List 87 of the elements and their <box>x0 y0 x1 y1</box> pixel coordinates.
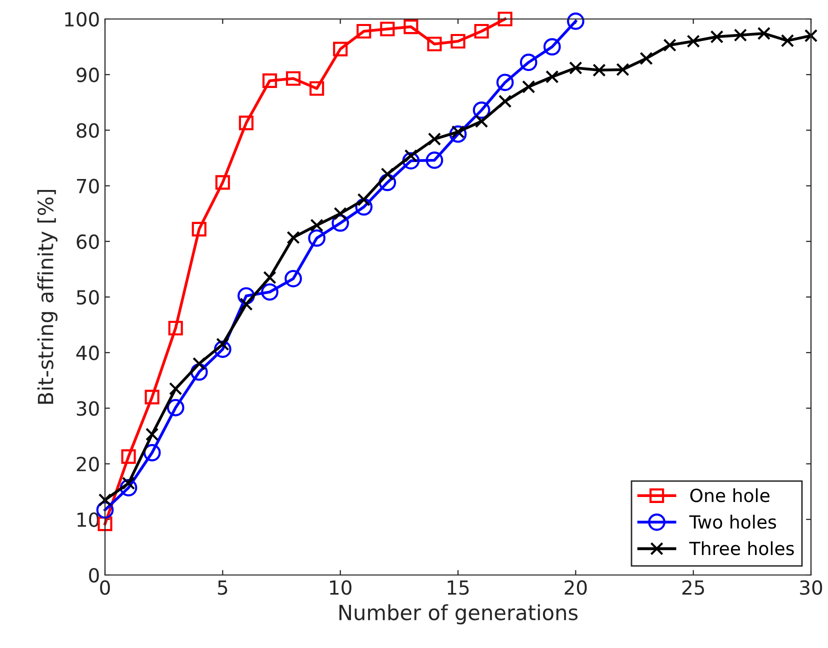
y-axis-title: Bit-string affinity [%] <box>37 190 58 404</box>
point <box>498 94 512 108</box>
point <box>166 398 184 416</box>
point <box>426 152 444 169</box>
point <box>428 132 442 146</box>
point <box>334 207 347 220</box>
point <box>686 34 700 48</box>
point <box>449 125 467 143</box>
point <box>238 287 255 305</box>
point <box>522 80 536 94</box>
point <box>238 116 254 130</box>
x-tick-label: 0 <box>100 580 110 595</box>
point <box>310 81 324 96</box>
point <box>190 363 208 381</box>
x-tick-label: 5 <box>218 580 228 595</box>
point <box>427 36 442 52</box>
y-tick-label: 0 <box>89 568 99 583</box>
point <box>378 174 396 192</box>
point <box>169 382 182 396</box>
point <box>592 64 606 77</box>
point <box>710 30 724 44</box>
y-tick-label: 90 <box>76 68 99 82</box>
x-tick-label: 20 <box>564 580 587 595</box>
point <box>496 74 514 92</box>
point <box>355 198 373 216</box>
point <box>168 320 183 336</box>
y-tick-label: 100 <box>65 12 99 27</box>
point <box>240 298 253 311</box>
point <box>404 19 418 34</box>
point <box>474 114 488 128</box>
y-tick-label: 50 <box>76 290 99 305</box>
y-tick-label: 70 <box>76 178 99 194</box>
legend-label: One hole <box>690 488 770 502</box>
y-tick-label: 40 <box>76 346 99 360</box>
point <box>286 71 301 86</box>
point <box>640 52 653 66</box>
point <box>98 516 112 532</box>
point <box>474 24 489 39</box>
point <box>498 12 512 26</box>
y-tick-label: 80 <box>76 123 99 138</box>
point <box>543 38 561 56</box>
point <box>192 357 206 370</box>
point <box>192 222 206 236</box>
point <box>308 229 326 247</box>
point <box>262 73 278 88</box>
point <box>402 152 420 170</box>
point <box>663 38 676 52</box>
point <box>566 12 584 30</box>
point <box>380 22 395 36</box>
point <box>520 54 538 72</box>
y-tick-label: 30 <box>76 401 99 416</box>
point <box>780 34 794 48</box>
point <box>284 270 302 288</box>
point <box>261 283 278 301</box>
y-tick-label: 20 <box>76 456 99 472</box>
point <box>215 175 230 190</box>
point <box>333 42 348 56</box>
point <box>472 102 490 119</box>
point <box>145 428 159 441</box>
point <box>569 61 582 75</box>
x-tick-label: 30 <box>800 580 822 595</box>
point <box>121 449 136 464</box>
x-axis-title: Number of generations <box>339 604 578 624</box>
point <box>310 218 324 232</box>
point <box>380 168 394 181</box>
point <box>734 28 747 42</box>
point <box>546 70 559 84</box>
point <box>214 340 232 358</box>
x-tick-label: 15 <box>448 580 469 595</box>
point <box>450 34 466 49</box>
point <box>263 270 276 284</box>
legend-label: Three holes <box>689 541 794 556</box>
y-tick-label: 60 <box>76 234 99 250</box>
point <box>357 193 370 206</box>
point <box>120 479 138 496</box>
x-tick-label: 10 <box>330 580 352 595</box>
point <box>616 62 630 76</box>
point <box>286 230 300 244</box>
legend-label: Two holes <box>689 514 776 529</box>
point <box>144 390 160 404</box>
point <box>757 26 771 40</box>
x-tick-label: 25 <box>682 580 704 595</box>
point <box>98 493 112 507</box>
point <box>332 214 350 232</box>
point <box>356 24 372 39</box>
point <box>143 444 161 462</box>
point <box>804 29 818 42</box>
